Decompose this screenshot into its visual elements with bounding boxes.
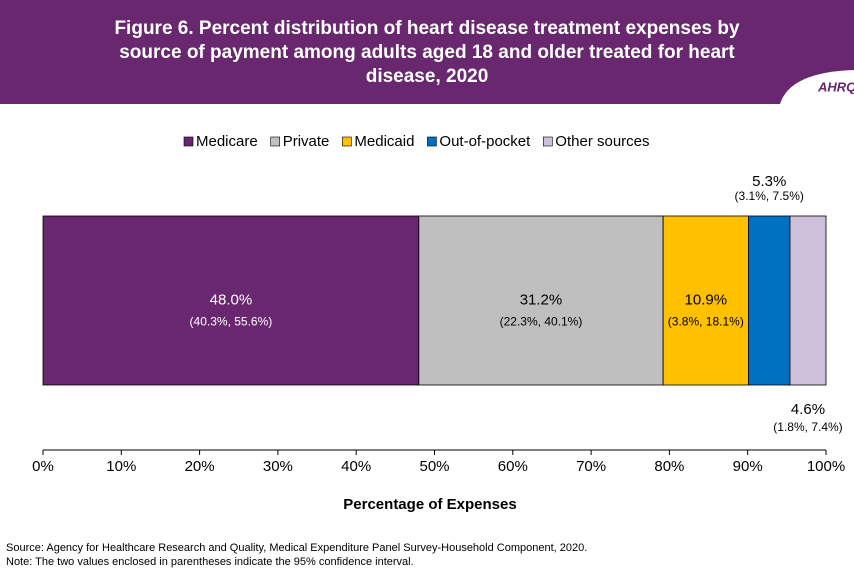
ci-label: (40.3%, 55.6%) [190,315,273,329]
x-tick-label: 60% [498,458,528,475]
x-tick-label: 10% [106,458,136,475]
x-tick-label: 50% [419,458,449,475]
chart-title: disease, 2020 [366,66,489,87]
source-note: Source: Agency for Healthcare Research a… [6,542,587,554]
value-label: 48.0% [210,291,253,308]
legend-swatch [427,136,437,147]
legend-label: Other sources [555,133,649,150]
x-tick-label: 70% [576,458,606,475]
legend-label: Out-of-pocket [439,133,531,150]
legend-label: Medicare [196,133,258,150]
ci-label: (22.3%, 40.1%) [500,315,583,329]
ci-label: (1.8%, 7.4%) [773,420,842,434]
x-tick-label: 30% [263,458,293,475]
ci-label: (3.1%, 7.5%) [735,189,804,203]
legend-swatch [342,136,352,147]
chart-title: source of payment among adults aged 18 a… [119,42,735,63]
x-tick-label: 80% [654,458,684,475]
x-tick-label: 0% [32,458,54,475]
logo-text: AHRQ [817,79,854,94]
value-label: 5.3% [752,173,786,190]
x-tick-label: 90% [733,458,763,475]
legend-swatch [542,136,553,147]
x-tick-label: 20% [185,458,215,475]
value-label: 10.9% [685,291,728,308]
logo-badge [780,70,854,104]
legend-swatch [183,136,194,147]
header-band [0,0,854,104]
footnote: Note: The two values enclosed in parenth… [6,556,414,568]
legend-label: Private [283,133,330,150]
value-label: 4.6% [791,401,825,418]
bar-segment [42,215,420,386]
bar-segment [662,215,749,386]
x-axis-title: Percentage of Expenses [343,496,516,513]
x-tick-label: 40% [341,458,371,475]
bar-segment [418,215,664,386]
legend-swatch [270,136,281,147]
legend-label: Medicaid [354,133,414,150]
bar-segment [789,215,827,386]
x-tick-label: 100% [807,458,845,475]
value-label: 31.2% [520,291,563,308]
ci-label: (3.8%, 18.1%) [668,315,744,329]
bar-segment [748,215,791,386]
chart-title: Figure 6. Percent distribution of heart … [114,18,740,39]
